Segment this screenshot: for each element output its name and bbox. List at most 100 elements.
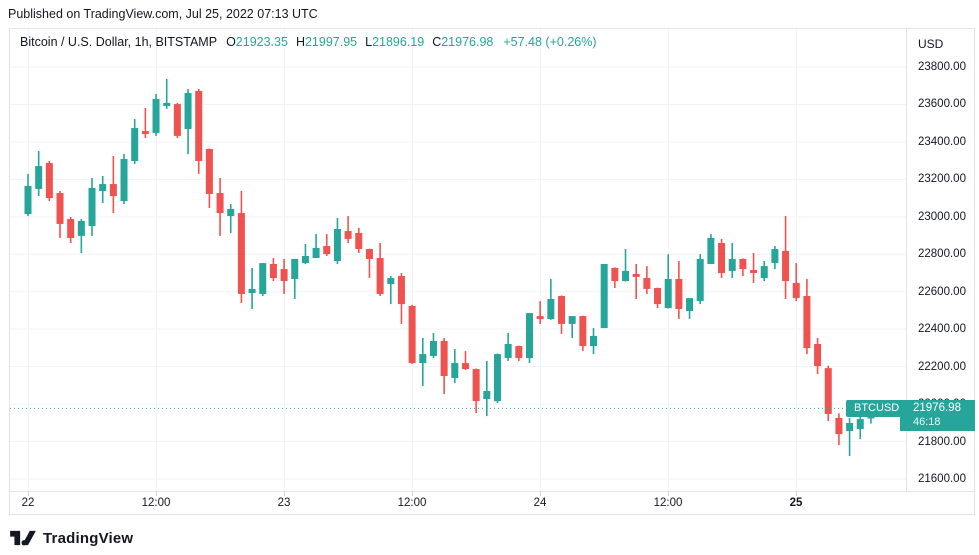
candle-body — [429, 340, 437, 356]
candle-body — [461, 363, 469, 370]
candle-body — [109, 184, 117, 197]
ohlc-close: C21976.98 — [432, 35, 494, 49]
ohlc-high: H21997.95 — [295, 35, 358, 49]
candle-body — [750, 270, 758, 273]
candle-body — [590, 335, 598, 347]
currency-label: USD — [918, 37, 944, 51]
candle-body — [333, 228, 341, 262]
candle-body — [782, 250, 790, 282]
candle-body — [152, 99, 160, 133]
candle-body — [600, 264, 608, 329]
candle-body — [643, 278, 651, 289]
last-price-badge: 21976.98 46:18 — [900, 400, 975, 431]
y-axis-label: 22600.00 — [918, 285, 966, 298]
candle-body — [323, 246, 331, 255]
x-axis-label: 12:00 — [141, 497, 171, 509]
y-axis-label: 23200.00 — [918, 173, 966, 186]
candle-body — [515, 346, 523, 359]
candle-body — [312, 247, 320, 259]
y-axis-label: 21800.00 — [918, 435, 966, 448]
candle-body — [88, 187, 96, 226]
candle-body — [803, 296, 811, 349]
candle-body — [824, 368, 832, 415]
candle-body — [686, 298, 694, 312]
candlestick-chart — [10, 29, 906, 491]
x-axis-tick — [796, 492, 797, 496]
x-axis-tick — [156, 492, 157, 496]
x-axis-tick — [540, 492, 541, 496]
candle-body — [728, 258, 736, 271]
y-axis-label: 23000.00 — [918, 210, 966, 223]
x-axis-label: 25 — [789, 497, 803, 509]
candle-body — [67, 219, 75, 238]
ohlc-open: O21923.35 — [226, 35, 288, 49]
candle-body — [558, 296, 565, 324]
candle-body — [184, 93, 192, 129]
candle-body — [760, 266, 768, 279]
candle-body — [611, 267, 619, 282]
candle-body — [173, 104, 181, 136]
candle-body — [579, 316, 587, 347]
candle-body — [408, 305, 416, 364]
x-axis-label: 23 — [277, 497, 291, 509]
candle-body — [56, 193, 64, 224]
candle-body — [227, 208, 235, 217]
candle-body — [291, 258, 299, 279]
y-axis-label: 21600.00 — [918, 473, 966, 485]
candle-body — [547, 299, 555, 320]
candle-body — [835, 417, 843, 435]
candle-body — [771, 249, 779, 264]
candle-body — [45, 163, 53, 199]
candle-body — [440, 340, 448, 376]
candle-body — [632, 273, 640, 277]
candle-body — [216, 193, 224, 214]
y-axis-label: 22400.00 — [918, 323, 966, 336]
time-axis[interactable]: 22 12:00 23 12:00 24 12:00 25 — [10, 491, 974, 514]
candle-body — [451, 363, 459, 379]
y-axis-label: 22800.00 — [918, 248, 966, 261]
price-axis[interactable]: USD 21976.98 46:18 23800.00 23600.00 23400… — [900, 29, 975, 491]
candle-body — [387, 278, 395, 285]
candle-body — [419, 354, 427, 364]
candle-body — [131, 128, 139, 162]
candle-body — [675, 278, 683, 309]
y-axis-label: 22200.00 — [918, 360, 966, 373]
chart-legend: Bitcoin / U.S. Dollar, 1h, BITSTAMP O219… — [20, 35, 597, 49]
candle-body — [504, 343, 512, 359]
candle-body — [525, 313, 533, 359]
candle-body — [163, 102, 171, 106]
candle-body — [718, 243, 726, 273]
candle-body — [248, 288, 256, 294]
candle-body — [259, 263, 267, 294]
candle-body — [654, 287, 662, 305]
x-axis-label: 24 — [533, 497, 547, 509]
candle-body — [739, 258, 747, 270]
tradingview-wordmark: TradingView — [43, 529, 134, 547]
candle-body — [846, 423, 854, 432]
candle-body — [355, 232, 363, 250]
candle-body — [205, 149, 213, 194]
ohlc-low: L21896.19 — [365, 35, 425, 49]
candle-body — [568, 316, 576, 324]
x-axis-label: 22 — [21, 497, 35, 509]
candle-body — [99, 184, 107, 191]
x-axis-tick — [28, 492, 29, 496]
price-change: +57.48 (+0.26%) — [503, 35, 597, 49]
tradingview-logo-icon — [10, 530, 36, 546]
candle-body — [237, 213, 245, 294]
y-axis-label: 23800.00 — [918, 61, 966, 73]
candle-body — [707, 237, 715, 265]
symbol-title[interactable]: Bitcoin / U.S. Dollar, 1h, BITSTAMP — [20, 35, 218, 49]
x-axis-tick — [412, 492, 413, 496]
candle-body — [344, 231, 352, 239]
candle-body — [280, 269, 288, 282]
candle-body — [664, 278, 672, 309]
y-axis-label: 23400.00 — [918, 135, 966, 148]
chart-plot-area[interactable]: Bitcoin / U.S. Dollar, 1h, BITSTAMP O219… — [10, 29, 906, 491]
tradingview-attribution[interactable]: TradingView — [10, 528, 133, 548]
candle-body — [696, 258, 704, 302]
candle-body — [120, 158, 128, 202]
candle-body — [269, 264, 277, 279]
x-axis-tick — [668, 492, 669, 496]
candle-body — [622, 270, 630, 282]
